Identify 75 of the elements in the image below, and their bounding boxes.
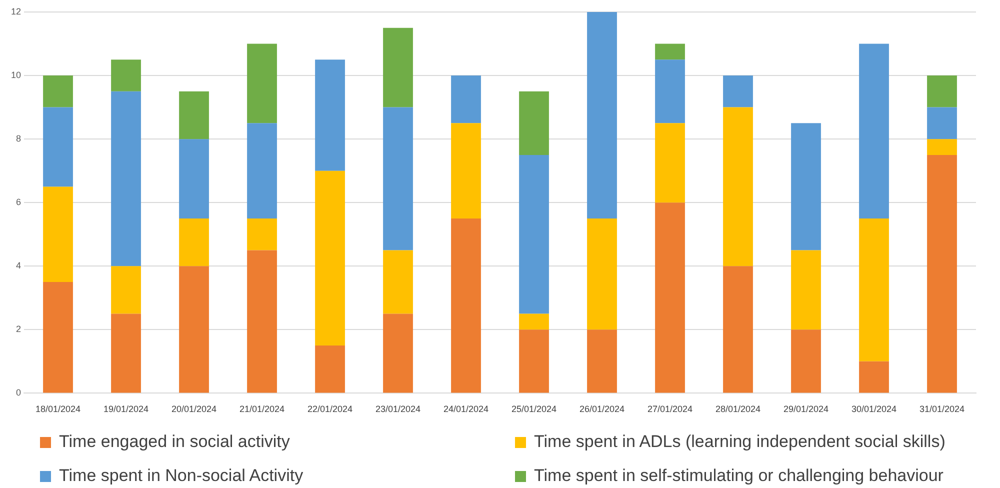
- bar: [179, 139, 209, 218]
- bar: [43, 107, 73, 187]
- bar: [179, 266, 209, 393]
- bar: [655, 44, 685, 60]
- bar: [927, 76, 957, 108]
- bar: [179, 218, 209, 266]
- x-tick-label: 26/01/2024: [579, 404, 625, 414]
- bar: [927, 107, 957, 140]
- bar: [315, 346, 345, 393]
- bar: [519, 154, 549, 314]
- legend-label: Time spent in self-stimulating or challenging behaviour: [534, 466, 944, 486]
- y-tick-label: 8: [16, 134, 22, 144]
- x-tick-label: 24/01/2024: [443, 404, 489, 414]
- bar: [111, 60, 141, 92]
- x-tick-label: 18/01/2024: [35, 404, 81, 414]
- legend-label: Time spent in Non-social Activity: [59, 466, 304, 486]
- bar: [383, 250, 413, 314]
- bar: [723, 266, 753, 393]
- bar: [859, 44, 889, 218]
- x-tick-label: 28/01/2024: [715, 404, 761, 414]
- bar: [315, 170, 345, 346]
- x-tick-label: 21/01/2024: [239, 404, 285, 414]
- bar: [859, 361, 889, 393]
- bar: [927, 154, 957, 393]
- bar: [111, 266, 141, 314]
- bar: [383, 314, 413, 393]
- bar: [655, 202, 685, 393]
- bar: [111, 314, 141, 393]
- bar: [247, 250, 277, 393]
- legend-label: Time engaged in social activity: [59, 432, 290, 452]
- bar: [927, 139, 957, 155]
- bar: [655, 60, 685, 124]
- bar: [655, 123, 685, 203]
- x-tick-label: 19/01/2024: [103, 404, 149, 414]
- y-tick-label: 4: [16, 260, 22, 271]
- y-tick-label: 10: [10, 70, 22, 80]
- x-tick-label: 27/01/2024: [647, 404, 693, 414]
- bar: [179, 91, 209, 140]
- bar: [723, 107, 753, 266]
- bar: [519, 330, 549, 393]
- bar: [451, 218, 481, 393]
- y-tick-label: 0: [16, 388, 22, 398]
- bar: [247, 44, 277, 124]
- x-tick-label: 30/01/2024: [851, 404, 897, 414]
- x-tick-label: 25/01/2024: [511, 404, 557, 414]
- bar: [723, 76, 753, 108]
- bar: [383, 107, 413, 250]
- x-tick-label: 29/01/2024: [783, 404, 829, 414]
- bar: [43, 282, 73, 393]
- y-tick-label: 6: [16, 197, 22, 208]
- bar: [451, 123, 481, 218]
- bar: [383, 28, 413, 108]
- y-tick-label: 12: [10, 6, 22, 16]
- bar: [43, 76, 73, 108]
- bar: [247, 218, 277, 250]
- bar: [791, 330, 821, 393]
- bar: [791, 123, 821, 250]
- bar: [587, 218, 617, 330]
- bar: [859, 218, 889, 362]
- x-tick-label: 22/01/2024: [307, 404, 353, 414]
- bar: [587, 12, 617, 218]
- legend-label: Time spent in ADLs (learning independent social skills): [534, 432, 946, 452]
- x-tick-label: 23/01/2024: [375, 404, 421, 414]
- bar: [315, 60, 345, 171]
- bar: [587, 330, 617, 393]
- bar: [519, 91, 549, 155]
- bar: [247, 123, 277, 218]
- bar: [791, 250, 821, 330]
- bar: [43, 186, 73, 282]
- y-tick-label: 2: [16, 324, 22, 334]
- bar: [451, 76, 481, 124]
- x-tick-label: 31/01/2024: [919, 404, 965, 414]
- bar: [111, 91, 141, 266]
- bar: [519, 314, 549, 330]
- x-tick-label: 20/01/2024: [171, 404, 217, 414]
